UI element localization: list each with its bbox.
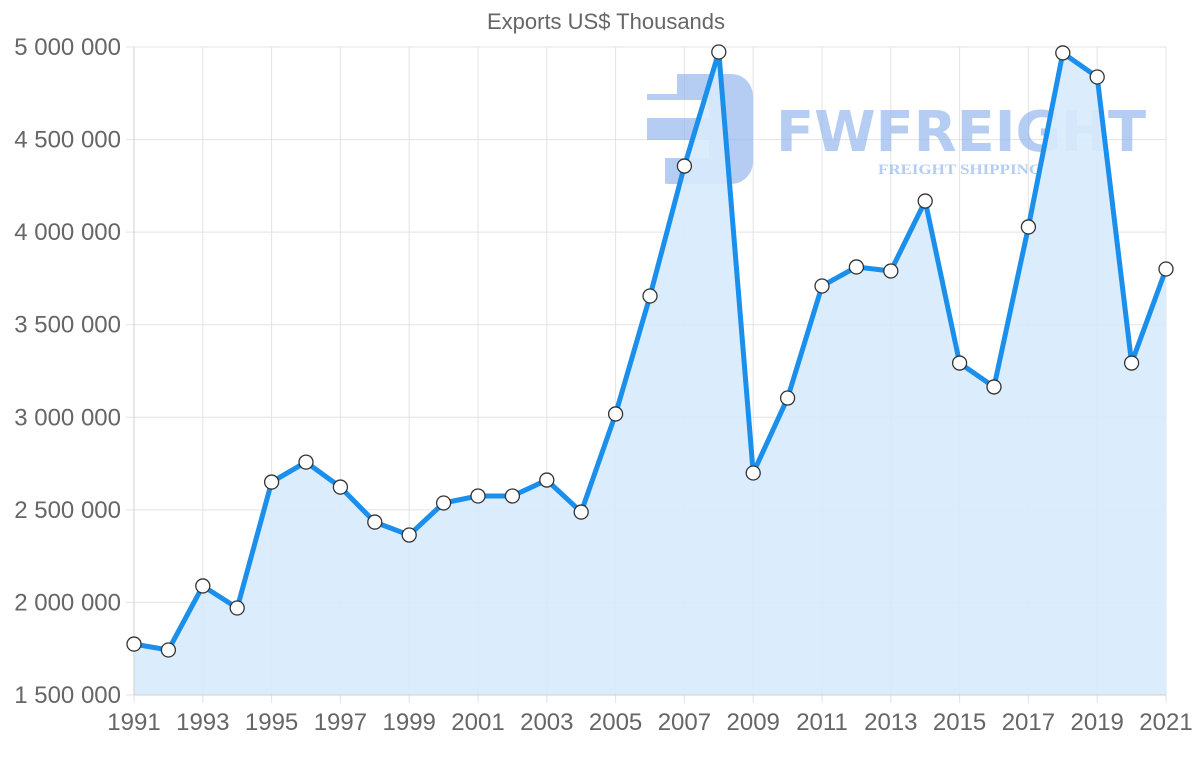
data-point[interactable]: 2010: 3104000 [779,390,796,406]
x-tick-label: 2011 [796,709,848,736]
data-point[interactable]: 2020: 3293000 [1123,355,1140,371]
axes [133,47,1166,696]
x-tick-label: 2009 [727,709,780,736]
x-tick-label: 2019 [1071,709,1124,736]
y-tick-label: 3 000 000 [14,404,121,431]
x-tick-label: 2021 [1139,709,1192,736]
y-tick-label: 4 000 000 [14,219,121,246]
data-point[interactable]: 2008: 4973000 [711,44,727,60]
data-point[interactable]: 2011: 3709000 [814,278,830,294]
x-tick-label: 2001 [451,709,504,736]
data-point[interactable]: 2013: 3790000 [883,263,899,279]
data-point[interactable]: 1997: 2623000 [332,479,349,495]
data-point[interactable]: 2019: 4838000 [1089,69,1105,85]
data-point[interactable]: 1993: 2089000 [195,578,211,594]
x-tick-label: 1995 [245,709,298,736]
x-tick-label: 2003 [520,709,573,736]
data-point[interactable]: 1998: 2434000 [367,514,383,530]
data-point[interactable]: 2016: 3164000 [986,379,1002,395]
data-point[interactable]: 2005: 3018000 [607,406,624,422]
data-point[interactable]: 2007: 4357000 [676,158,693,174]
data-point[interactable]: 1991: 1775000 [126,636,142,652]
data-point[interactable]: 2015: 3293000 [951,355,968,371]
y-tick-label: 5 000 000 [14,34,121,61]
x-tick-label: 2007 [658,709,711,736]
data-point[interactable]: 2003: 2661000 [539,472,555,488]
chart-title: Exports US$ Thousands [487,9,725,34]
y-tick-label: 2 500 000 [14,497,121,524]
y-axis-labels: 1 500 000 2 000 000 2 500 000 3 000 000 3 50… [14,34,121,709]
data-point[interactable]: 2018: 4968000 [1055,45,1071,61]
watermark-tagline: FREIGHT SHIPPING [878,162,1042,178]
y-tick-label: 2 000 000 [14,589,121,616]
data-points: 1991: 1775000 1992: 1743000 1993: 2089000 1… [126,44,1174,658]
y-tick-label: 4 500 000 [14,127,121,154]
data-point[interactable]: 1996: 2758000 [298,454,314,470]
data-point[interactable]: 2009: 2699000 [745,465,761,481]
data-point[interactable]: 2002: 2575000 [504,488,521,504]
data-point[interactable]: 2014: 4168000 [917,193,933,209]
x-tick-label: 1997 [314,709,367,736]
data-point[interactable]: 2006: 3655000 [642,288,658,304]
data-point[interactable]: 1999: 2364000 [401,527,417,543]
x-tick-label: 1993 [176,709,229,736]
data-point[interactable]: 2012: 3812000 [848,259,865,275]
data-point[interactable]: 1992: 1743000 [160,642,177,658]
x-axis-labels: 1991 1993 1995 1997 1999 2001 2003 2005 2007 2009… [107,709,1192,736]
data-point[interactable]: 2021: 3801000 [1158,261,1174,277]
x-tick-label: 1991 [107,709,160,736]
x-tick-label: 2015 [933,709,986,736]
x-tick-label: 2005 [589,709,642,736]
data-point[interactable]: 1995: 2650000 [263,474,280,490]
x-tick-label: 1999 [383,709,436,736]
area-fill [134,51,1166,696]
y-tick-label: 3 500 000 [14,312,121,339]
x-tick-label: 2013 [864,709,917,736]
data-point[interactable]: 2017: 4028000 [1020,219,1037,235]
data-point[interactable]: 1994: 1970000 [229,600,245,616]
y-tick-label: 1 500 000 [14,682,121,709]
x-tick-label: 2017 [1002,709,1055,736]
data-point[interactable]: 2001: 2575000 [470,488,486,504]
data-point[interactable]: 2004: 2488000 [573,504,589,520]
